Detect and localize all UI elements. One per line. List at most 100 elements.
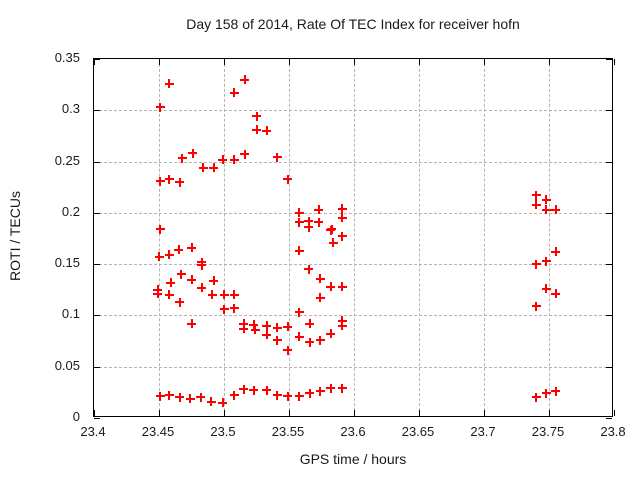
data-point: [326, 282, 336, 292]
data-point: [196, 392, 206, 402]
data-point: [272, 152, 282, 162]
data-point: [337, 204, 347, 214]
data-point: [305, 337, 315, 347]
data-point: [187, 275, 196, 285]
data-point: [164, 79, 174, 89]
x-tick-mark: [549, 59, 550, 65]
data-point: [252, 111, 261, 121]
data-point: [315, 386, 325, 396]
x-tick-mark: [94, 59, 95, 65]
data-point: [252, 125, 261, 135]
x-tick-mark: [224, 59, 225, 65]
x-tick-mark: [289, 59, 290, 65]
data-point: [272, 335, 282, 345]
data-point: [206, 397, 216, 407]
data-point: [209, 276, 219, 286]
data-point: [337, 213, 347, 223]
data-point: [337, 321, 347, 331]
data-point: [315, 335, 325, 345]
y-tick-label: 0: [72, 409, 80, 424]
data-point: [314, 205, 324, 215]
y-tick-label: 0.2: [61, 203, 80, 219]
data-point: [541, 195, 551, 205]
x-gridline: [159, 59, 160, 416]
x-tick-mark: [419, 410, 420, 416]
x-tick-label: 23.65: [401, 424, 435, 439]
data-point: [294, 208, 304, 218]
data-point: [304, 264, 313, 274]
data-point: [218, 398, 228, 408]
x-tick-mark: [614, 59, 615, 65]
data-point: [164, 390, 174, 400]
x-tick-mark: [549, 410, 550, 416]
data-point: [531, 392, 541, 402]
y-tick-mark: [94, 418, 100, 419]
data-point: [229, 155, 239, 165]
data-point: [272, 323, 282, 333]
data-point: [305, 388, 315, 398]
data-point: [250, 325, 260, 335]
y-tick-mark: [606, 264, 612, 266]
data-point: [249, 385, 259, 395]
x-tick-mark: [289, 410, 290, 416]
x-tick-mark: [354, 59, 355, 65]
x-tick-mark: [484, 410, 485, 416]
y-tick-mark: [606, 418, 612, 419]
y-tick-mark: [606, 366, 612, 368]
data-point: [209, 163, 219, 173]
y-gridline: [94, 161, 612, 163]
x-tick-label: 23.7: [470, 424, 496, 439]
data-point: [315, 274, 325, 283]
data-point: [551, 289, 560, 299]
data-point: [283, 174, 293, 184]
x-tick-label: 23.8: [600, 424, 626, 439]
data-point: [551, 386, 560, 396]
data-point: [219, 290, 229, 300]
data-point: [326, 225, 336, 235]
data-point: [531, 190, 541, 200]
data-point: [188, 148, 198, 158]
x-gridline: [289, 59, 290, 416]
data-point: [166, 278, 176, 288]
data-point: [239, 319, 248, 329]
x-tick-mark: [354, 410, 355, 416]
data-point: [304, 216, 313, 226]
data-point: [229, 290, 239, 300]
data-point: [229, 88, 239, 98]
data-point: [175, 177, 185, 187]
data-point: [229, 303, 239, 313]
y-tick-label: 0.15: [54, 255, 80, 271]
x-tick-label: 23.75: [531, 424, 565, 439]
y-tick-mark: [606, 110, 612, 112]
chart-title: Day 158 of 2014, Rate Of TEC Index for r…: [186, 16, 520, 32]
data-point: [262, 126, 272, 136]
data-point: [294, 307, 304, 317]
x-tick-label: 23.6: [340, 424, 366, 439]
x-tick-label: 23.55: [271, 424, 305, 439]
data-point: [155, 224, 165, 234]
y-tick-mark: [606, 161, 612, 163]
y-gridline: [94, 212, 612, 214]
x-tick-mark: [419, 59, 420, 65]
x-tick-mark: [484, 59, 485, 65]
data-point: [155, 176, 165, 186]
data-point: [337, 383, 347, 393]
data-point: [294, 332, 304, 342]
data-point: [207, 290, 217, 300]
y-gridline: [94, 264, 612, 266]
data-point: [187, 319, 196, 329]
data-point: [174, 245, 183, 255]
data-point: [198, 163, 208, 173]
data-point: [175, 392, 185, 402]
data-point: [176, 269, 186, 279]
y-tick-mark: [606, 315, 612, 317]
data-point: [177, 153, 187, 163]
data-point: [185, 394, 195, 403]
x-gridline: [549, 59, 550, 416]
data-point: [305, 319, 315, 329]
y-tick-mark: [606, 59, 612, 60]
y-tick-mark: [94, 366, 100, 368]
data-point: [229, 390, 239, 400]
data-point: [337, 316, 347, 326]
x-tick-mark: [159, 59, 160, 65]
